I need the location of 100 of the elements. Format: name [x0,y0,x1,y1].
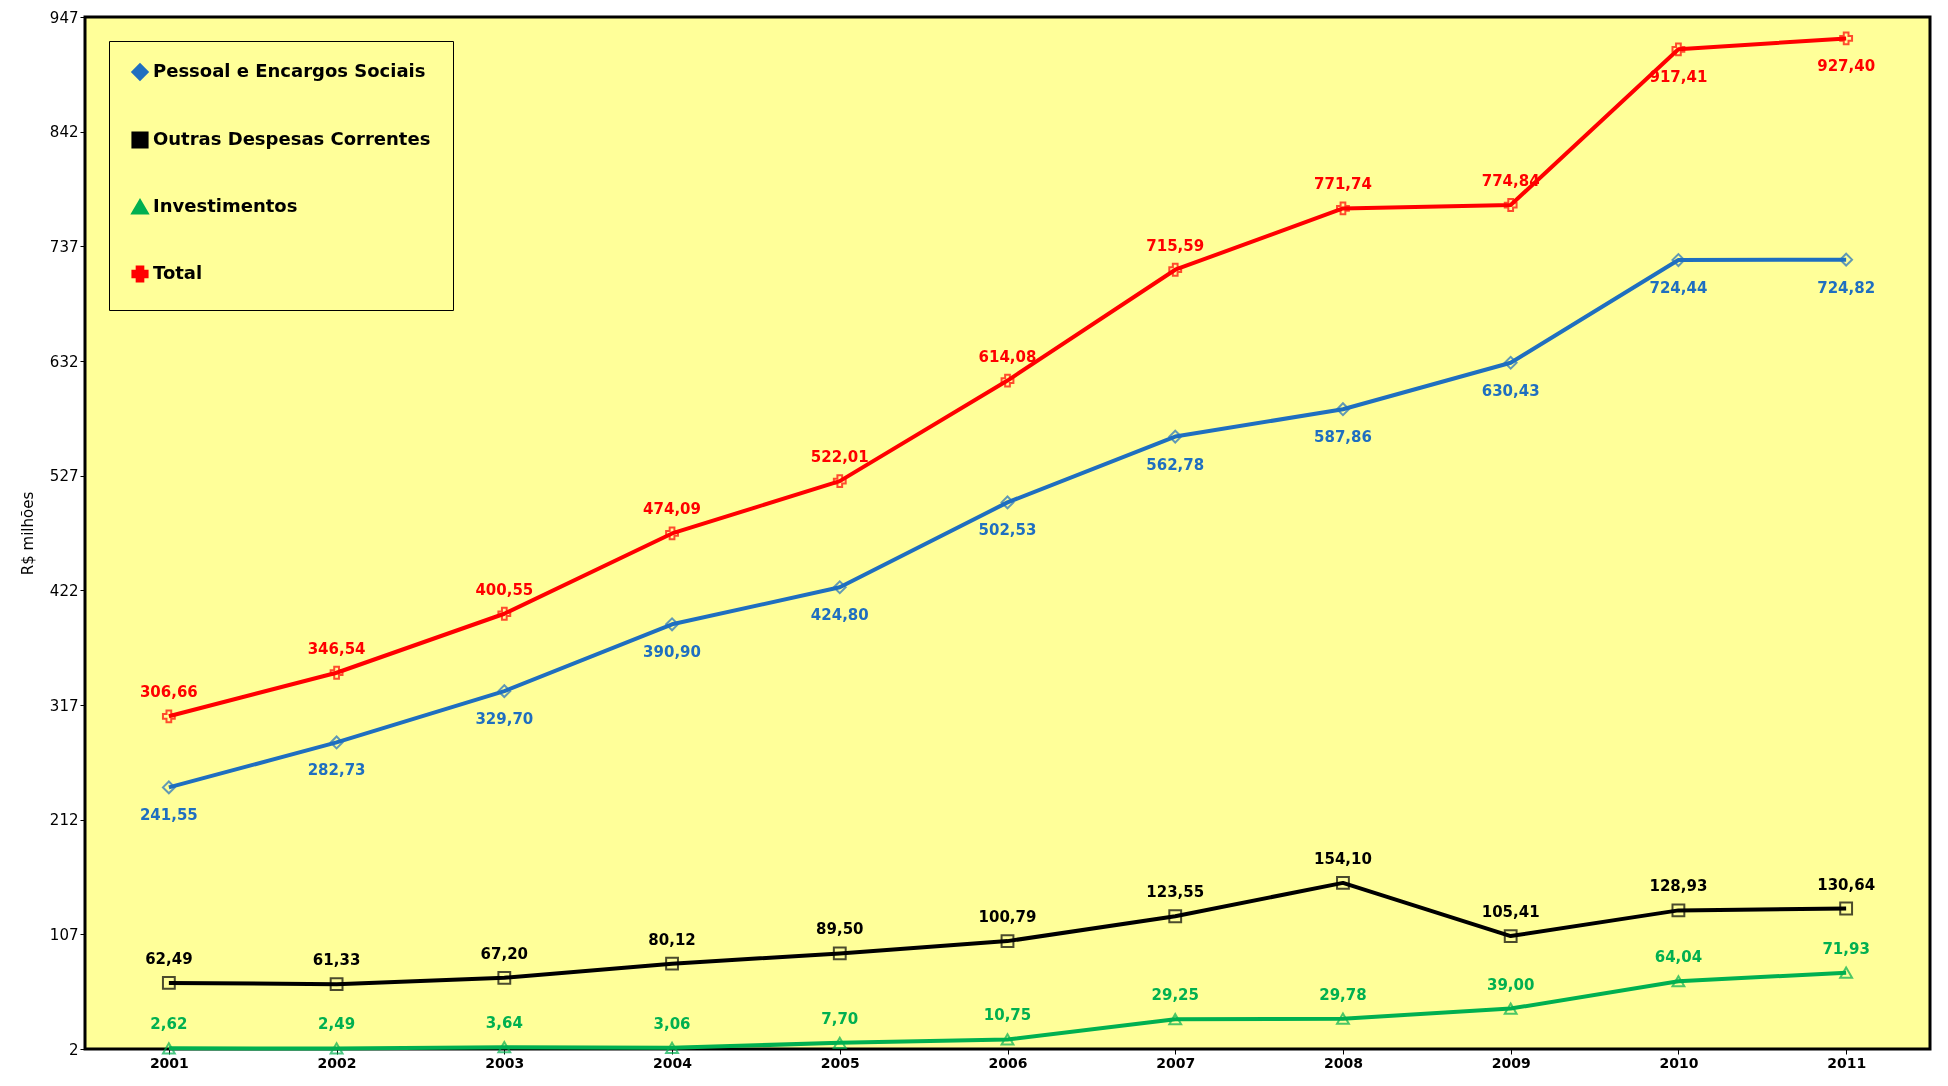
data-label: 329,70 [475,710,534,729]
point [1671,42,1686,57]
data-label: 10,75 [983,1006,1032,1025]
data-label: 614,08 [978,347,1037,366]
point [1839,966,1854,979]
y-tick-label: 2 [68,1040,79,1059]
point [497,684,512,699]
legend-label: Outras Despesas Correntes [153,128,431,149]
y-tick-label: 317 [49,696,79,715]
point [1671,253,1686,267]
point [1503,1002,1518,1015]
x-tick-label: 2002 [317,1054,357,1071]
data-label: 424,80 [810,606,869,625]
point [329,735,344,750]
point [497,1041,512,1054]
y-tick-label: 737 [49,237,79,256]
point [1503,355,1518,370]
x-tick-label: 2009 [1491,1054,1531,1071]
data-label: 128,93 [1649,877,1708,896]
data-label: 67,20 [480,944,529,963]
point [665,956,679,971]
data-label: 61,33 [312,951,361,970]
data-label: 390,90 [643,643,701,662]
data-label: 105,41 [1481,903,1540,922]
data-label: 123,55 [1146,883,1205,902]
data-label: 64,04 [1654,948,1703,967]
data-label: 80,12 [648,930,696,949]
x-tick-label: 2005 [820,1054,860,1071]
y-tick-label: 947 [49,8,79,27]
point [161,976,176,990]
data-label: 62,49 [145,949,193,968]
legend-label: Total [153,262,203,283]
y-tick-label: 842 [49,123,79,142]
y-axis-title: R$ milhões [18,491,37,576]
point [329,1042,344,1055]
data-label: 7,70 [821,1009,859,1028]
data-label: 771,74 [1314,175,1372,194]
legend-label: Investimentos [153,195,298,216]
point [1503,929,1518,943]
point [832,580,847,595]
point [1168,909,1183,924]
point [1839,901,1854,916]
point [1839,31,1854,46]
point [161,1042,176,1055]
data-label: 630,43 [1481,381,1540,400]
data-label: 927,40 [1817,57,1876,76]
x-tick-label: 2001 [149,1054,189,1071]
data-label: 562,78 [1146,455,1205,474]
point [497,970,512,985]
point [665,1041,679,1054]
y-tick-label: 527 [49,467,79,486]
point [832,1036,847,1049]
point [497,606,512,621]
data-label: 2,49 [318,1015,356,1034]
point [1000,373,1015,388]
data-label: 130,64 [1817,875,1876,894]
y-tick-label: 632 [49,352,79,371]
data-label: 154,10 [1314,849,1372,868]
x-tick-label: 2011 [1827,1054,1867,1071]
point [832,474,847,489]
x-tick-label: 2003 [485,1054,525,1071]
data-label: 2,62 [150,1015,188,1034]
point [1168,262,1183,277]
data-label: 241,55 [139,806,198,825]
x-tick-label: 2006 [988,1054,1028,1071]
data-label: 71,93 [1822,939,1870,958]
point [832,946,847,961]
point [1336,402,1350,417]
data-label: 29,78 [1319,985,1367,1004]
point [1671,903,1686,918]
point [1336,1012,1350,1025]
point [665,526,679,541]
y-tick-label: 107 [49,925,79,944]
x-tick-label: 2010 [1659,1054,1699,1071]
data-label: 39,00 [1486,975,1535,994]
point [1336,875,1350,890]
x-tick-label: 2004 [653,1054,693,1071]
point [1168,429,1183,444]
data-label: 522,01 [810,448,869,467]
point [1168,1013,1183,1026]
data-label: 400,55 [475,580,534,599]
data-label: 346,54 [307,639,366,658]
point [329,977,344,992]
data-label: 306,66 [139,683,198,702]
data-label: 282,73 [307,761,366,780]
data-label: 29,25 [1151,986,1199,1005]
data-label: 724,82 [1817,278,1876,297]
data-label: 3,06 [653,1014,691,1033]
point [1000,934,1015,949]
point [329,665,344,680]
point [1503,198,1518,212]
data-label: 502,53 [978,521,1037,540]
data-label: 100,79 [978,908,1037,927]
point [1000,1033,1015,1046]
data-label: 587,86 [1314,428,1372,447]
x-tick-label: 2008 [1323,1054,1363,1071]
point [1839,252,1854,267]
point [1671,975,1686,988]
data-label: 89,50 [816,920,864,939]
legend-label: Pessoal e Encargos Sociais [153,60,426,81]
